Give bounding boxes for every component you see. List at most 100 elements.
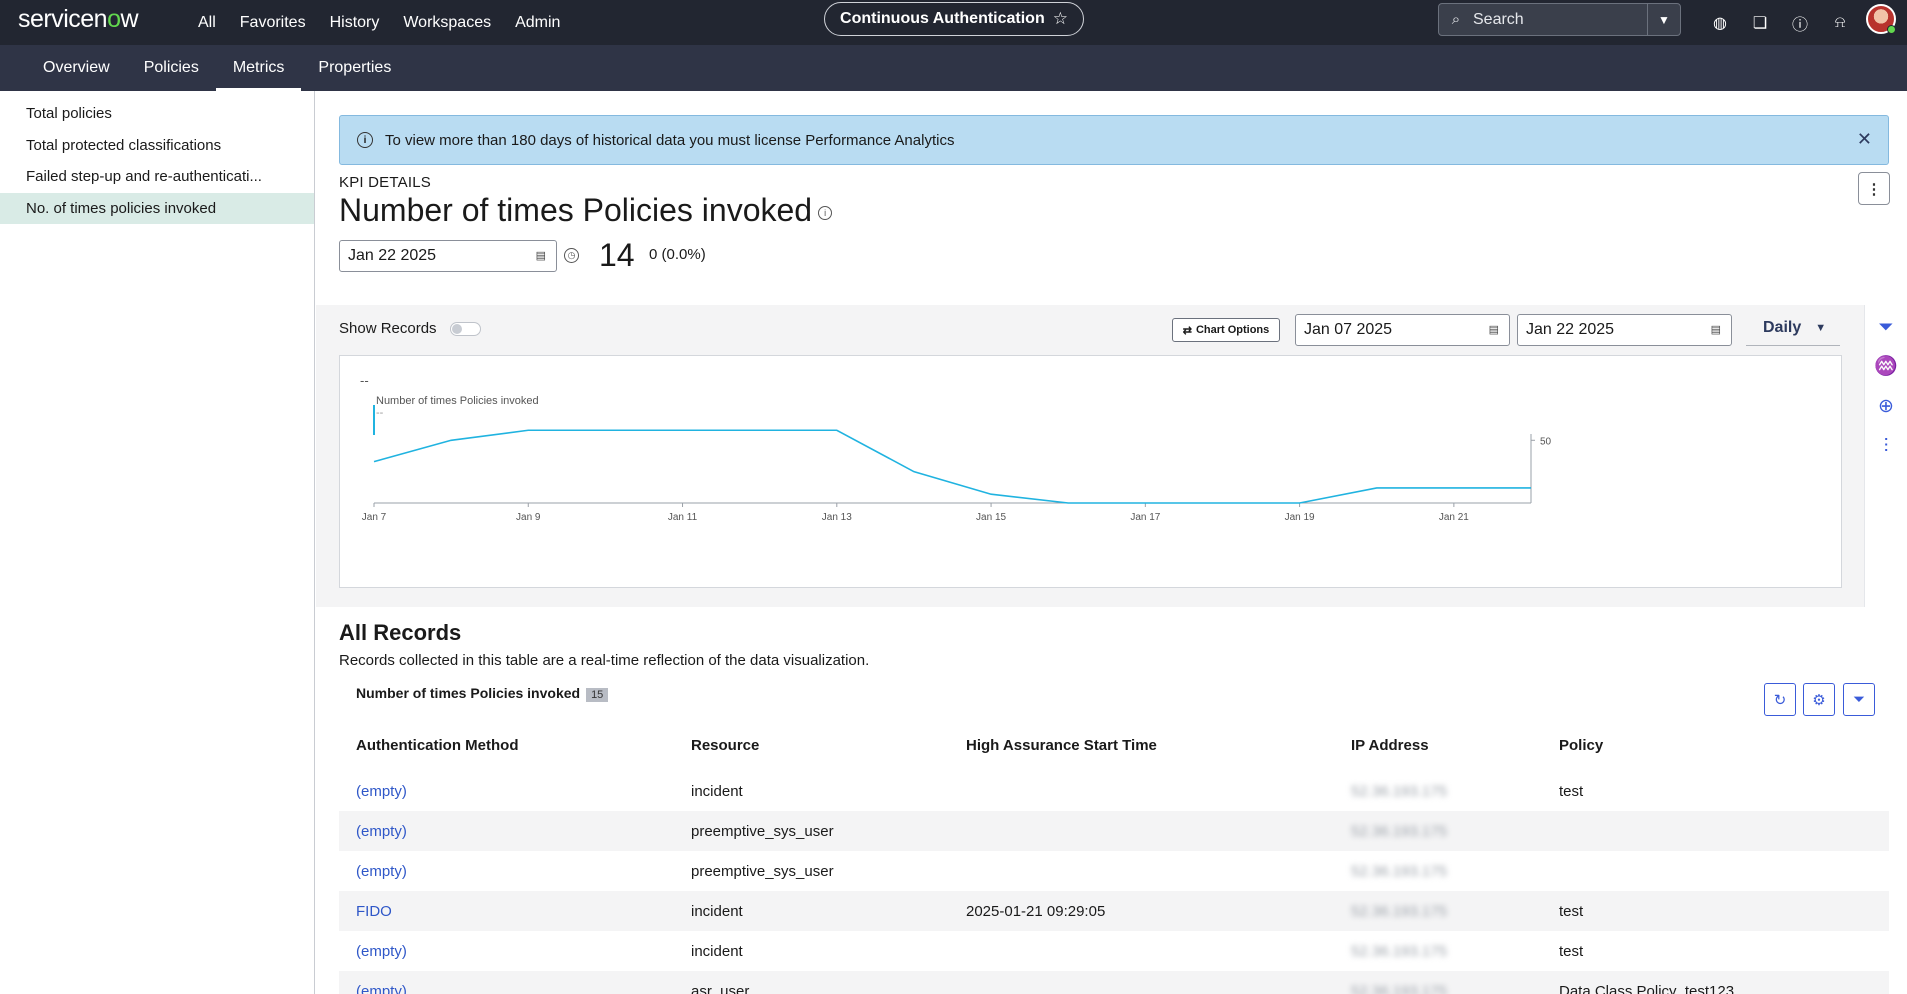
table-row[interactable]: (empty) preemptive_sys_user 52.36.193.17…	[339, 811, 1889, 851]
search-input[interactable]: Search	[1473, 10, 1524, 28]
close-icon[interactable]: ✕	[1856, 129, 1872, 149]
chat-icon[interactable]: ❏	[1752, 14, 1768, 32]
main-content: i To view more than 180 days of historic…	[316, 91, 1907, 994]
servicenow-logo[interactable]: servicenow	[18, 5, 139, 33]
chart-options-button[interactable]: ⇄ Chart Options	[1172, 318, 1280, 342]
globe-icon[interactable]: ◍	[1713, 14, 1727, 32]
tab-metrics[interactable]: Metrics	[215, 45, 302, 91]
end-date-field[interactable]: Jan 22 2025 ▤	[1517, 314, 1732, 346]
tab-properties[interactable]: Properties	[318, 59, 392, 76]
cell-resource: preemptive_sys_user	[691, 822, 834, 840]
chart-tools-rail: ⏷ ♒ ⊕ ⫶	[1864, 305, 1907, 607]
calendar-icon[interactable]: ▤	[1488, 324, 1499, 336]
cell-ip-address: 52.36.193.175	[1351, 902, 1447, 920]
global-search[interactable]: ⌕ Search ▼	[1438, 3, 1681, 36]
column-header[interactable]: Authentication Method	[356, 736, 519, 754]
nav-favorites[interactable]: Favorites	[239, 13, 306, 31]
calendar-icon[interactable]: ▤	[1710, 324, 1721, 336]
threshold-icon[interactable]: ⫶	[1883, 436, 1889, 457]
column-header[interactable]: Policy	[1559, 736, 1604, 754]
show-records-label: Show Records	[339, 320, 437, 337]
cell-resource: incident	[691, 942, 743, 960]
table-row[interactable]: (empty) preemptive_sys_user 52.36.193.17…	[339, 851, 1889, 891]
tab-policies[interactable]: Policies	[143, 59, 199, 76]
info-icon: i	[357, 132, 373, 148]
presence-dot	[1887, 25, 1896, 34]
chart-title: --	[360, 373, 369, 388]
pulse-icon[interactable]: ♒	[1874, 356, 1898, 377]
top-bar: servicenow All Favorites History Workspa…	[0, 0, 1907, 45]
info-icon[interactable]: i	[818, 205, 833, 220]
context-title-pill[interactable]: Continuous Authentication ☆	[824, 2, 1084, 36]
column-header[interactable]: Resource	[691, 736, 760, 754]
table-row[interactable]: (empty) incident 52.36.193.175 test	[339, 771, 1889, 811]
frequency-dropdown[interactable]: Daily ▼	[1746, 311, 1840, 346]
clock-icon[interactable]: ◷	[564, 248, 579, 263]
help-icon[interactable]: ⓘ	[1791, 16, 1808, 34]
sidebar-item-total-policies[interactable]: Total policies	[26, 105, 112, 123]
x-tick-label: Jan 13	[822, 512, 852, 523]
legend-label: Number of times Policies invoked	[376, 395, 539, 407]
caret-down-icon: ▼	[1815, 322, 1827, 334]
nav-workspaces[interactable]: Workspaces	[403, 13, 492, 31]
kpi-date-field[interactable]: Jan 22 2025 ▤	[339, 240, 557, 272]
filter-button[interactable]: ⏷	[1843, 683, 1875, 716]
kpi-title: Number of times Policies invoked i	[339, 192, 833, 229]
show-records-toggle[interactable]	[450, 322, 481, 336]
legend-value: --	[376, 407, 384, 419]
user-avatar[interactable]	[1866, 4, 1896, 34]
cell-auth-method[interactable]: (empty)	[356, 982, 407, 994]
column-header[interactable]: High Assurance Start Time	[966, 736, 1157, 754]
record-count-badge: 15	[586, 688, 609, 702]
refresh-icon: ↻	[1773, 691, 1787, 709]
star-icon[interactable]: ☆	[1052, 9, 1068, 28]
table-row[interactable]: (empty) incident 52.36.193.175 test	[339, 931, 1889, 971]
cell-auth-method[interactable]: (empty)	[356, 822, 407, 840]
cell-auth-method[interactable]: (empty)	[356, 942, 407, 960]
filter-icon: ⏷	[1852, 691, 1865, 708]
cell-auth-method[interactable]: (empty)	[356, 782, 407, 800]
info-banner: i To view more than 180 days of historic…	[339, 115, 1889, 165]
sliders-icon: ⇄	[1182, 324, 1192, 337]
top-nav: All Favorites History Workspaces Admin	[198, 0, 584, 45]
filter-icon[interactable]: ⏷	[1878, 317, 1894, 338]
sidebar-item-protected-classifications[interactable]: Total protected classifications	[26, 136, 222, 154]
column-header[interactable]: IP Address	[1351, 736, 1429, 754]
cell-policy: Data Class Policy_test123	[1559, 982, 1735, 994]
nav-admin[interactable]: Admin	[515, 13, 561, 31]
table-row[interactable]: (empty) asr_user 52.36.193.175 Data Clas…	[339, 971, 1889, 994]
table-row[interactable]: FIDO incident 2025-01-21 09:29:05 52.36.…	[339, 891, 1889, 931]
cell-ip-address: 52.36.193.175	[1351, 862, 1447, 880]
x-tick-label: Jan 11	[668, 512, 698, 523]
table-header: Authentication Method Resource High Assu…	[339, 719, 1889, 771]
more-options-button[interactable]: ⋮	[1858, 172, 1890, 205]
cell-auth-method[interactable]: (empty)	[356, 862, 407, 880]
calendar-icon[interactable]: ▤	[535, 250, 546, 262]
sidebar-item-policies-invoked[interactable]: No. of times policies invoked	[0, 192, 314, 224]
start-date-field[interactable]: Jan 07 2025 ▤	[1295, 314, 1510, 346]
cell-auth-method[interactable]: FIDO	[356, 902, 392, 920]
refresh-button[interactable]: ↻	[1764, 683, 1796, 716]
cell-resource: asr_user	[691, 982, 750, 994]
search-icon: ⌕	[1451, 11, 1461, 28]
target-icon[interactable]: ⊕	[1878, 396, 1894, 417]
cell-ip-address: 52.36.193.175	[1351, 782, 1447, 800]
cell-resource: preemptive_sys_user	[691, 862, 834, 880]
sidebar-item-failed-step-up[interactable]: Failed step-up and re-authenticati...	[26, 168, 262, 186]
chart-svg: -- Number of times Policies invoked -- J…	[360, 373, 1552, 523]
cell-policy: test	[1559, 942, 1584, 960]
cell-start-time: 2025-01-21 09:29:05	[966, 902, 1106, 920]
bell-icon[interactable]: ⍾	[1834, 13, 1846, 31]
nav-all[interactable]: All	[198, 13, 216, 31]
x-tick-label: Jan 21	[1439, 512, 1469, 523]
cell-policy: test	[1559, 782, 1584, 800]
kpi-label: KPI DETAILS	[339, 174, 431, 191]
cell-ip-address: 52.36.193.175	[1351, 982, 1447, 994]
tab-overview[interactable]: Overview	[43, 59, 110, 76]
settings-button[interactable]: ⚙	[1803, 683, 1835, 716]
cell-ip-address: 52.36.193.175	[1351, 942, 1447, 960]
list-title: Number of times Policies invoked 15	[356, 685, 609, 702]
nav-history[interactable]: History	[329, 13, 380, 31]
x-tick-label: Jan 7	[362, 512, 387, 523]
search-scope-dropdown[interactable]: ▼	[1647, 4, 1680, 35]
